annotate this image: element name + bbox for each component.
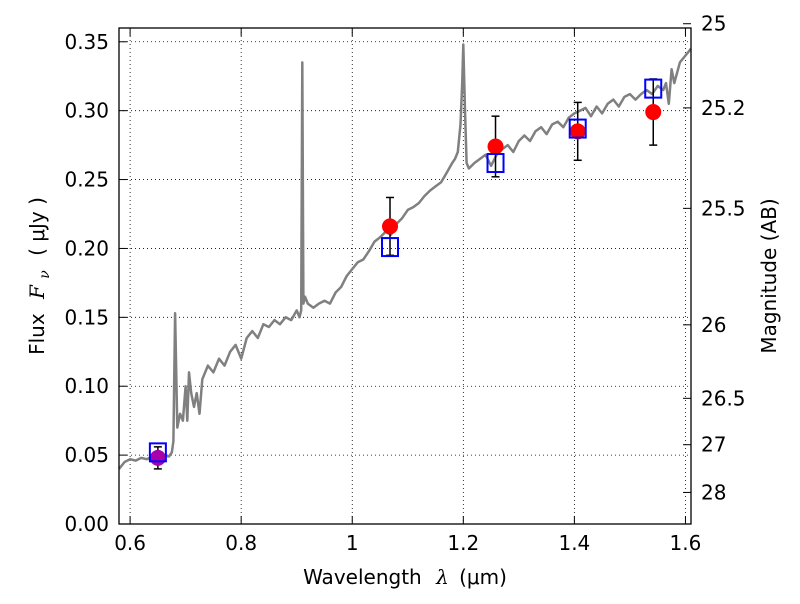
right-tick-label: 25 [701, 12, 726, 36]
right-axis-title: Magnitude (AB) [757, 198, 781, 353]
right-tick-label: 28 [701, 480, 726, 504]
y-tick-label: 0.25 [64, 168, 109, 192]
y-tick-label: 0.30 [64, 99, 109, 123]
x-tick-label: 1.6 [670, 531, 702, 555]
y-axis-title-subscript: ν [37, 270, 53, 279]
x-tick-label: 1.2 [447, 531, 479, 555]
y-tick-label: 0.15 [64, 305, 109, 329]
x-tick-label: 1 [346, 531, 359, 555]
y-axis-title: Flux F ν ( μJy ) [25, 197, 54, 355]
y-axis-title-symbol: F [25, 284, 49, 300]
x-tick-label: 0.6 [114, 531, 146, 555]
observed-point [569, 123, 586, 140]
model-square-point [644, 78, 663, 99]
observed-point [382, 218, 399, 235]
y-axis-title-unit: ( μJy ) [25, 197, 49, 256]
observed-point [645, 104, 662, 121]
right-tick-label: 26.5 [701, 386, 746, 410]
x-tick-label: 1.4 [558, 531, 590, 555]
data-markers [148, 78, 663, 470]
x-axis-title-symbol: λ [435, 565, 449, 589]
plot-background [119, 28, 691, 524]
model-square-point [148, 442, 167, 463]
right-tick-label: 27 [701, 433, 726, 457]
right-tick-label: 25.2 [701, 96, 746, 120]
model-square-point [486, 153, 505, 174]
model-square-point [568, 118, 587, 139]
right-tick-label: 26 [701, 313, 726, 337]
y-tick-label: 0.35 [64, 30, 109, 54]
observed-point [487, 138, 504, 155]
model-square-point [381, 237, 400, 258]
y-tick-label: 0.05 [64, 443, 109, 467]
right-tick-label: 25.5 [701, 196, 746, 220]
x-axis-title: Wavelength λ (μm) [303, 565, 507, 589]
observed-point [149, 449, 166, 466]
y-tick-label: 0.00 [64, 512, 109, 536]
axis-ticks: 0.6 0.8 1 1.2 1.4 1.6 0.00 0.05 0.10 0.15 0.20 0.25… [64, 12, 745, 555]
x-tick-label: 0.8 [225, 531, 257, 555]
x-axis-title-prefix: Wavelength [303, 565, 422, 589]
plot-frame [118, 27, 692, 525]
x-axis-title-unit: (μm) [459, 565, 507, 589]
data-series [118, 43, 692, 470]
y-axis-title-prefix: Flux [25, 313, 49, 355]
y-tick-label: 0.10 [64, 374, 109, 398]
y-tick-label: 0.20 [64, 236, 109, 260]
spectrum-line [118, 43, 692, 470]
